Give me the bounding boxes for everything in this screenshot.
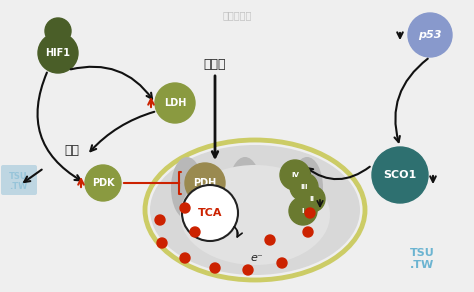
Circle shape	[185, 163, 225, 203]
Ellipse shape	[171, 157, 203, 219]
Circle shape	[305, 208, 315, 218]
Text: TSU
.TW: TSU .TW	[410, 248, 434, 270]
Circle shape	[280, 160, 310, 190]
Text: TCA: TCA	[198, 208, 222, 218]
Circle shape	[290, 173, 318, 201]
Text: 乳酸: 乳酸	[64, 143, 80, 157]
Text: LDH: LDH	[164, 98, 186, 108]
Text: HIF1: HIF1	[46, 48, 71, 58]
Text: 天山医学院: 天山医学院	[222, 10, 252, 20]
Ellipse shape	[291, 157, 323, 219]
Circle shape	[190, 227, 200, 237]
Text: SCO1: SCO1	[383, 170, 417, 180]
Text: II: II	[310, 196, 315, 202]
Circle shape	[243, 265, 253, 275]
Circle shape	[38, 33, 78, 73]
Text: IV: IV	[291, 172, 299, 178]
Circle shape	[210, 263, 220, 273]
Text: p53: p53	[418, 30, 442, 40]
Circle shape	[289, 197, 317, 225]
Circle shape	[265, 235, 275, 245]
Circle shape	[180, 203, 190, 213]
Text: TSU
.TW: TSU .TW	[9, 172, 27, 191]
Circle shape	[299, 186, 325, 212]
Circle shape	[180, 253, 190, 263]
Circle shape	[157, 238, 167, 248]
Text: e⁻: e⁻	[250, 253, 263, 263]
Circle shape	[277, 258, 287, 268]
Text: PDH: PDH	[193, 178, 217, 188]
Text: PDK: PDK	[91, 178, 114, 188]
Circle shape	[372, 147, 428, 203]
Circle shape	[85, 165, 121, 201]
Circle shape	[303, 227, 313, 237]
Circle shape	[155, 83, 195, 123]
Text: I: I	[302, 208, 304, 214]
FancyBboxPatch shape	[1, 165, 37, 195]
Circle shape	[155, 215, 165, 225]
Circle shape	[182, 185, 238, 241]
Text: III: III	[300, 184, 308, 190]
Ellipse shape	[229, 157, 261, 219]
Circle shape	[408, 13, 452, 57]
Text: 丙酮酸: 丙酮酸	[204, 58, 226, 72]
Ellipse shape	[180, 165, 330, 265]
Ellipse shape	[150, 145, 360, 275]
Circle shape	[45, 18, 71, 44]
